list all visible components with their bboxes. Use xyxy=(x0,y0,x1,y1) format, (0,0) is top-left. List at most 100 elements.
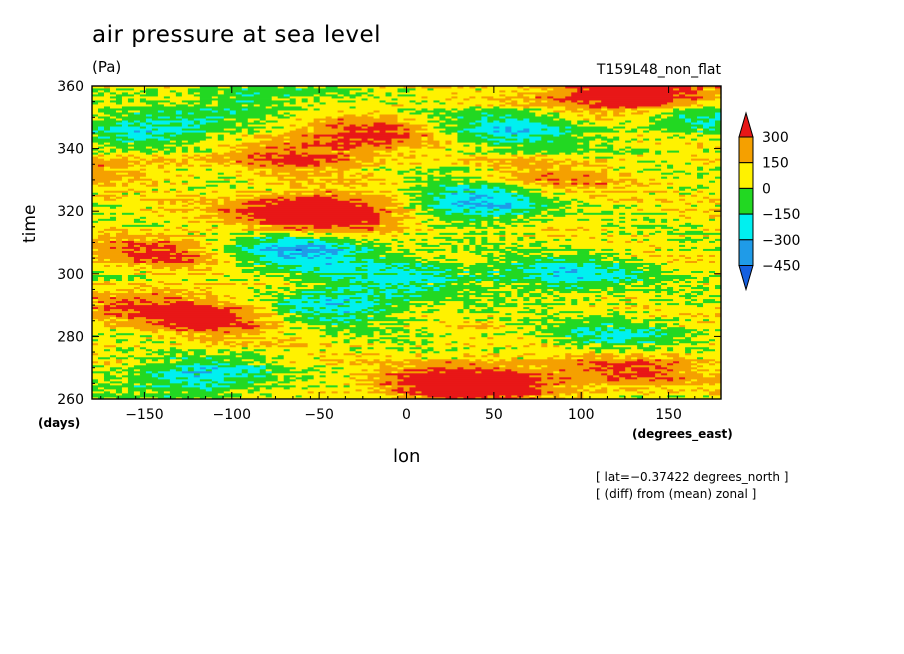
heatmap-cell xyxy=(565,258,590,261)
heatmap-cell xyxy=(511,204,530,207)
heatmap-cell xyxy=(199,232,207,235)
heatmap-cell xyxy=(565,180,572,183)
heatmap-cell xyxy=(169,202,177,205)
heatmap-cell xyxy=(373,332,380,336)
heatmap-cell xyxy=(517,236,524,239)
heatmap-cell xyxy=(493,148,578,151)
heatmap-cell xyxy=(109,378,129,382)
heatmap-cell xyxy=(92,366,111,370)
heatmap-cell xyxy=(517,238,524,241)
heatmap-cell xyxy=(193,232,201,235)
heatmap-cell xyxy=(325,298,333,302)
heatmap-cell xyxy=(385,194,392,197)
heatmap-cell xyxy=(547,342,554,346)
heatmap-cell xyxy=(583,160,590,163)
heatmap-cell xyxy=(667,326,686,330)
heatmap-cell xyxy=(289,380,321,384)
heatmap-cell xyxy=(685,162,692,165)
heatmap-cell xyxy=(241,228,297,231)
heatmap-cell xyxy=(409,132,434,135)
heatmap-cell xyxy=(439,170,452,173)
heatmap-cell xyxy=(433,272,440,276)
heatmap-cell xyxy=(709,342,716,346)
heatmap-cell xyxy=(211,344,231,348)
heatmap-cell xyxy=(205,328,213,332)
heatmap-cell xyxy=(109,142,129,145)
heatmap-cell xyxy=(421,356,428,360)
heatmap-cell xyxy=(325,380,374,384)
heatmap-cell xyxy=(343,260,350,263)
heatmap-cell xyxy=(457,356,512,360)
heatmap-cell xyxy=(265,238,279,241)
heatmap-cell xyxy=(601,332,656,336)
heatmap-cell xyxy=(475,226,488,229)
heatmap-cell xyxy=(289,314,297,318)
heatmap-cell xyxy=(583,208,638,211)
heatmap-cell xyxy=(403,250,410,253)
heatmap-cell xyxy=(553,192,566,195)
heatmap-cell xyxy=(553,182,560,185)
heatmap-cell xyxy=(517,330,530,334)
heatmap-cell xyxy=(697,208,710,211)
heatmap-cell xyxy=(625,152,632,155)
heatmap-cell xyxy=(145,288,153,292)
heatmap-cell xyxy=(655,316,662,320)
heatmap-cell xyxy=(385,206,398,209)
heatmap-cell xyxy=(337,332,344,336)
heatmap-cell xyxy=(667,220,722,223)
heatmap-cell xyxy=(235,222,243,225)
heatmap-cell xyxy=(493,326,500,330)
heatmap-cell xyxy=(637,388,668,392)
heatmap-cell xyxy=(667,282,704,286)
heatmap-cell xyxy=(175,160,183,163)
heatmap-cell xyxy=(415,354,422,358)
heatmap-cell xyxy=(595,368,608,372)
heatmap-cell xyxy=(157,370,183,374)
heatmap-cell xyxy=(157,200,165,203)
heatmap-cell xyxy=(637,200,644,203)
heatmap-cell xyxy=(601,328,608,332)
heatmap-cell xyxy=(697,334,722,338)
heatmap-cell xyxy=(325,316,333,320)
heatmap-cell xyxy=(643,250,656,253)
heatmap-cell xyxy=(373,174,428,177)
heatmap-cell xyxy=(193,372,201,376)
heatmap-cell xyxy=(541,364,548,368)
heatmap-cell xyxy=(469,344,476,348)
heatmap-cell xyxy=(169,302,195,306)
heatmap-cell xyxy=(313,192,327,195)
heatmap-cell xyxy=(325,334,333,338)
heatmap-cell xyxy=(187,202,195,205)
heatmap-cell xyxy=(361,258,374,261)
heatmap-cell xyxy=(247,130,261,133)
heatmap-cell xyxy=(151,180,159,183)
heatmap-cell xyxy=(379,268,386,271)
heatmap-cell xyxy=(409,360,446,364)
heatmap-cell xyxy=(379,220,398,223)
heatmap-cell xyxy=(691,204,698,207)
heatmap-cell xyxy=(205,286,213,290)
heatmap-cell xyxy=(265,356,273,360)
heatmap-cell xyxy=(697,378,722,382)
heatmap-cell xyxy=(103,150,111,153)
heatmap-cell xyxy=(445,254,482,257)
heatmap-cell xyxy=(601,258,614,261)
heatmap-cell xyxy=(355,332,374,336)
heatmap-cell xyxy=(523,356,548,360)
heatmap-cell xyxy=(559,238,566,241)
heatmap-cell xyxy=(595,348,602,352)
heatmap-cell xyxy=(613,294,626,298)
heatmap-cell xyxy=(92,218,99,221)
heatmap-cell xyxy=(385,158,392,161)
heatmap-cell xyxy=(121,392,135,396)
heatmap-cell xyxy=(205,196,219,199)
heatmap-cell xyxy=(547,196,554,199)
heatmap-cell xyxy=(103,142,111,145)
heatmap-cell xyxy=(319,384,327,388)
heatmap-cell xyxy=(289,182,303,185)
heatmap-cell xyxy=(505,178,536,181)
heatmap-cell xyxy=(481,202,488,205)
heatmap-cell xyxy=(637,138,644,141)
heatmap-cell xyxy=(92,350,123,354)
heatmap-cell xyxy=(703,150,710,153)
